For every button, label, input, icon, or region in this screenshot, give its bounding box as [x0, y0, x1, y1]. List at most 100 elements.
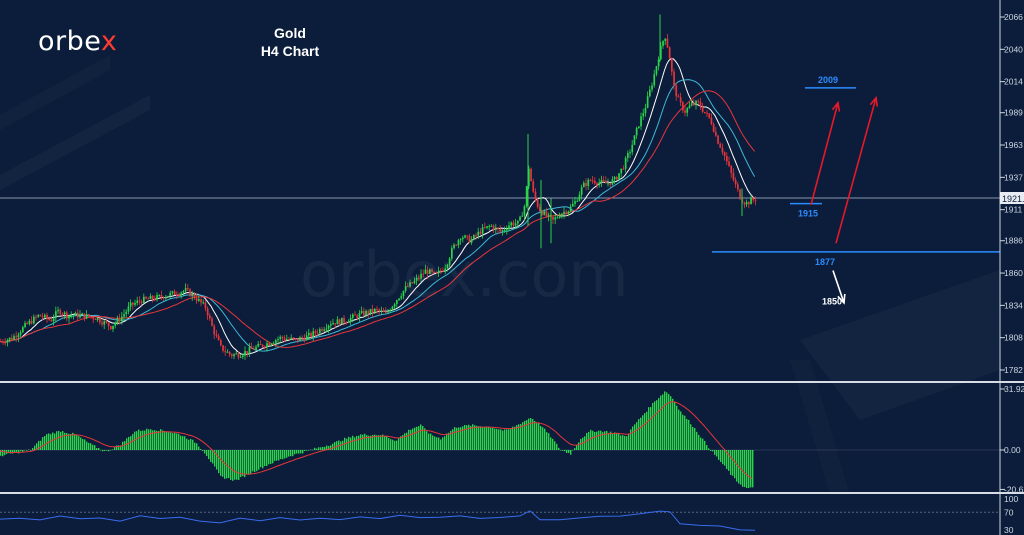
- macd-bar: [18, 450, 20, 454]
- candle-body: [239, 356, 242, 358]
- candle-body: [503, 230, 506, 232]
- candle-body: [132, 302, 134, 305]
- macd-bar: [388, 437, 390, 450]
- candle-body: [167, 295, 169, 297]
- candle-body: [55, 311, 57, 319]
- macd-bar: [272, 450, 274, 464]
- candle-body: [354, 314, 356, 316]
- macd-bar: [624, 435, 626, 450]
- macd-bar: [460, 427, 462, 450]
- macd-bar: [444, 436, 446, 450]
- candle-body: [732, 172, 735, 180]
- macd-bar: [618, 432, 620, 450]
- candle-body: [59, 309, 62, 315]
- macd-bar: [540, 426, 542, 450]
- candle-body: [52, 318, 55, 322]
- axis-tick-label: 2014: [1004, 77, 1023, 87]
- candle-body: [618, 173, 620, 180]
- candle-body: [314, 331, 317, 333]
- macd-bar: [746, 450, 748, 489]
- candle-body: [327, 325, 330, 329]
- logo-x: x: [100, 26, 118, 57]
- macd-bar: [562, 450, 564, 451]
- macd-bar: [552, 438, 554, 450]
- axis-tick-label: 1963: [1004, 140, 1023, 150]
- candle-body: [446, 264, 449, 269]
- candle-body: [442, 270, 444, 272]
- candle-body: [41, 316, 44, 318]
- candle-body: [312, 331, 315, 337]
- macd-bar: [680, 411, 682, 450]
- candle-body: [389, 310, 392, 312]
- macd-bar: [742, 450, 744, 487]
- macd-bar: [458, 427, 460, 450]
- macd-bar: [512, 426, 514, 450]
- macd-bar: [86, 441, 88, 450]
- macd-bar: [288, 450, 290, 457]
- macd-bar: [254, 450, 256, 473]
- macd-bar: [98, 448, 100, 450]
- ma-slow-line: [0, 90, 755, 348]
- candle-body: [248, 347, 251, 354]
- arrow-up-2: [835, 97, 877, 244]
- macd-bar: [694, 428, 696, 450]
- macd-bar: [228, 450, 230, 479]
- candle-body: [310, 332, 312, 337]
- macd-bar: [90, 443, 92, 450]
- candle-body: [288, 338, 290, 340]
- macd-bar: [696, 431, 698, 450]
- candle-body: [415, 277, 418, 281]
- macd-bar: [202, 450, 204, 452]
- candle-body: [345, 322, 348, 324]
- candle-body: [657, 59, 660, 67]
- candle-body: [508, 225, 510, 230]
- candle-body: [189, 289, 191, 297]
- candle-body: [552, 216, 554, 220]
- macd-bar: [54, 433, 56, 450]
- candle-body: [143, 296, 145, 304]
- macd-bar: [700, 437, 702, 450]
- candles: [0, 14, 757, 360]
- candle-body: [668, 47, 671, 59]
- macd-bar: [660, 395, 662, 450]
- candle-body: [506, 229, 508, 231]
- macd-bar: [106, 450, 108, 451]
- macd-bar: [102, 450, 104, 452]
- macd-bar: [284, 450, 286, 459]
- candle-body: [4, 342, 7, 344]
- macd-bar: [690, 424, 692, 450]
- candle-body: [407, 286, 409, 288]
- macd-bar: [36, 443, 38, 450]
- candle-body: [178, 295, 180, 297]
- macd-bar: [706, 445, 708, 450]
- candle-body: [459, 239, 462, 241]
- macd-bar: [736, 450, 738, 482]
- macd-bar: [412, 428, 414, 450]
- macd-bar: [674, 401, 676, 450]
- candle-body: [13, 336, 15, 340]
- candle-body: [332, 323, 334, 325]
- macd-bar: [514, 426, 516, 450]
- level-label-2009: 2009: [818, 75, 838, 85]
- macd-bar: [82, 439, 84, 450]
- macd-bar: [22, 450, 24, 452]
- macd-bar: [30, 450, 32, 451]
- candle-body: [140, 301, 143, 304]
- candle-body: [96, 318, 99, 320]
- macd-bar: [578, 442, 580, 450]
- macd-bar: [688, 419, 690, 450]
- macd-bar: [326, 445, 328, 450]
- candle-body: [17, 334, 20, 338]
- macd-bar: [0, 450, 2, 456]
- candle-body: [455, 244, 458, 246]
- candle-body: [673, 71, 675, 86]
- macd-bar: [144, 430, 146, 450]
- candle-body: [677, 96, 680, 98]
- candle-body: [103, 321, 106, 325]
- candle-body: [299, 337, 301, 341]
- candle-body: [138, 300, 141, 302]
- macd-bar: [12, 450, 14, 454]
- macd-bar: [64, 432, 66, 450]
- candle-body: [451, 248, 453, 259]
- macd-bar: [734, 450, 736, 479]
